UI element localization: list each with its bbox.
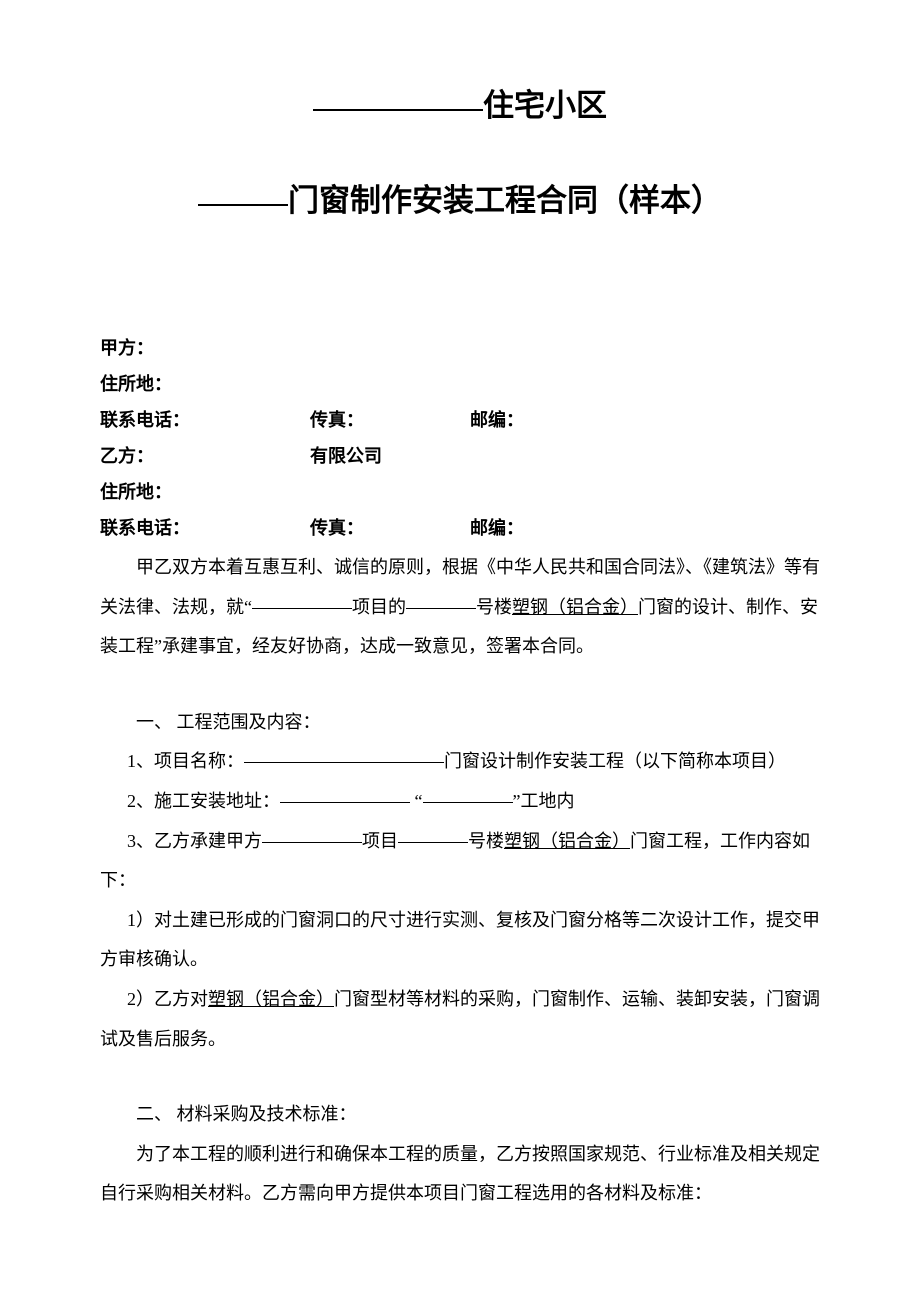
title-blank-2 <box>198 204 288 206</box>
section-2-p1: 为了本工程的顺利进行和确保本工程的质量，乙方按照国家规范、行业标准及相关规定自行… <box>100 1135 820 1214</box>
s1-item3-d: 塑钢（铝合金） <box>504 831 630 851</box>
intro-c: 号楼 <box>476 597 512 617</box>
jia-zip-label: 邮编： <box>470 402 820 438</box>
yi-label: 乙方： <box>100 438 310 474</box>
yi-row: 乙方： 有限公司 <box>100 438 820 474</box>
s1-item2-blank-1 <box>280 802 410 803</box>
s1-item2-a: 2、施工安装地址： <box>127 791 280 811</box>
section-1: 一、 工程范围及内容： 1、项目名称： 门窗设计制作安装工程（以下简称本项目） 2… <box>100 703 820 1059</box>
yi-fax-label: 传真： <box>310 510 470 546</box>
s1-item3-c: 号楼 <box>468 831 504 851</box>
jia-fax-label: 传真： <box>310 402 470 438</box>
intro-paragraph: 甲乙双方本着互惠互利、诚信的原则，根据《中华人民共和国合同法》、《建筑法》等有关… <box>100 548 820 667</box>
s1-sub2-b: 塑钢（铝合金） <box>208 989 334 1009</box>
s1-item2-blank-2 <box>423 802 513 803</box>
title-1-text: 住宅小区 <box>483 88 607 123</box>
intro-b: 项目的 <box>352 597 406 617</box>
s1-item1-b: 门窗设计制作安装工程（以下简称本项目） <box>444 751 786 771</box>
title-2-text: 门窗制作安装工程合同（样本） <box>288 183 722 218</box>
s1-item1-a: 1、项目名称： <box>127 751 244 771</box>
s1-sub1: 1）对土建已形成的门窗洞口的尺寸进行实测、复核及门窗分格等二次设计工作，提交甲方… <box>100 901 820 980</box>
yi-value: 有限公司 <box>310 438 382 474</box>
intro-blank-2 <box>406 608 476 609</box>
jia-phone-label: 联系电话： <box>100 402 310 438</box>
yi-phone-label: 联系电话： <box>100 510 310 546</box>
s1-sub2-a: 2）乙方对 <box>127 989 208 1009</box>
jia-label: 甲方： <box>100 330 820 366</box>
yi-addr-label: 住所地： <box>100 474 820 510</box>
section-1-heading: 一、 工程范围及内容： <box>100 703 820 743</box>
intro-blank-1 <box>252 608 352 609</box>
yi-contact-row: 联系电话： 传真： 邮编： <box>100 510 820 546</box>
intro-d: 塑钢（铝合金） <box>512 597 638 617</box>
s1-item3-a: 3、乙方承建甲方 <box>127 831 262 851</box>
title-blank-1 <box>313 109 483 111</box>
party-info-block: 甲方： 住所地： 联系电话： 传真： 邮编： 乙方： 有限公司 住所地： 联系电… <box>100 330 820 546</box>
jia-addr-label: 住所地： <box>100 366 820 402</box>
s1-item2-b: “ <box>410 791 423 811</box>
section-2: 二、 材料采购及技术标准： 为了本工程的顺利进行和确保本工程的质量，乙方按照国家… <box>100 1095 820 1214</box>
title-line-2: 门窗制作安装工程合同（样本） <box>100 175 820 220</box>
jia-contact-row: 联系电话： 传真： 邮编： <box>100 402 820 438</box>
s1-item3-b: 项目 <box>362 831 398 851</box>
title-line-1: 住宅小区 <box>100 80 820 125</box>
s1-item1-blank <box>244 762 444 763</box>
section-2-heading: 二、 材料采购及技术标准： <box>100 1095 820 1135</box>
s1-item2-c: ”工地内 <box>513 791 575 811</box>
s1-item3-blank-1 <box>262 842 362 843</box>
yi-zip-label: 邮编： <box>470 510 820 546</box>
s1-item3-blank-2 <box>398 842 468 843</box>
